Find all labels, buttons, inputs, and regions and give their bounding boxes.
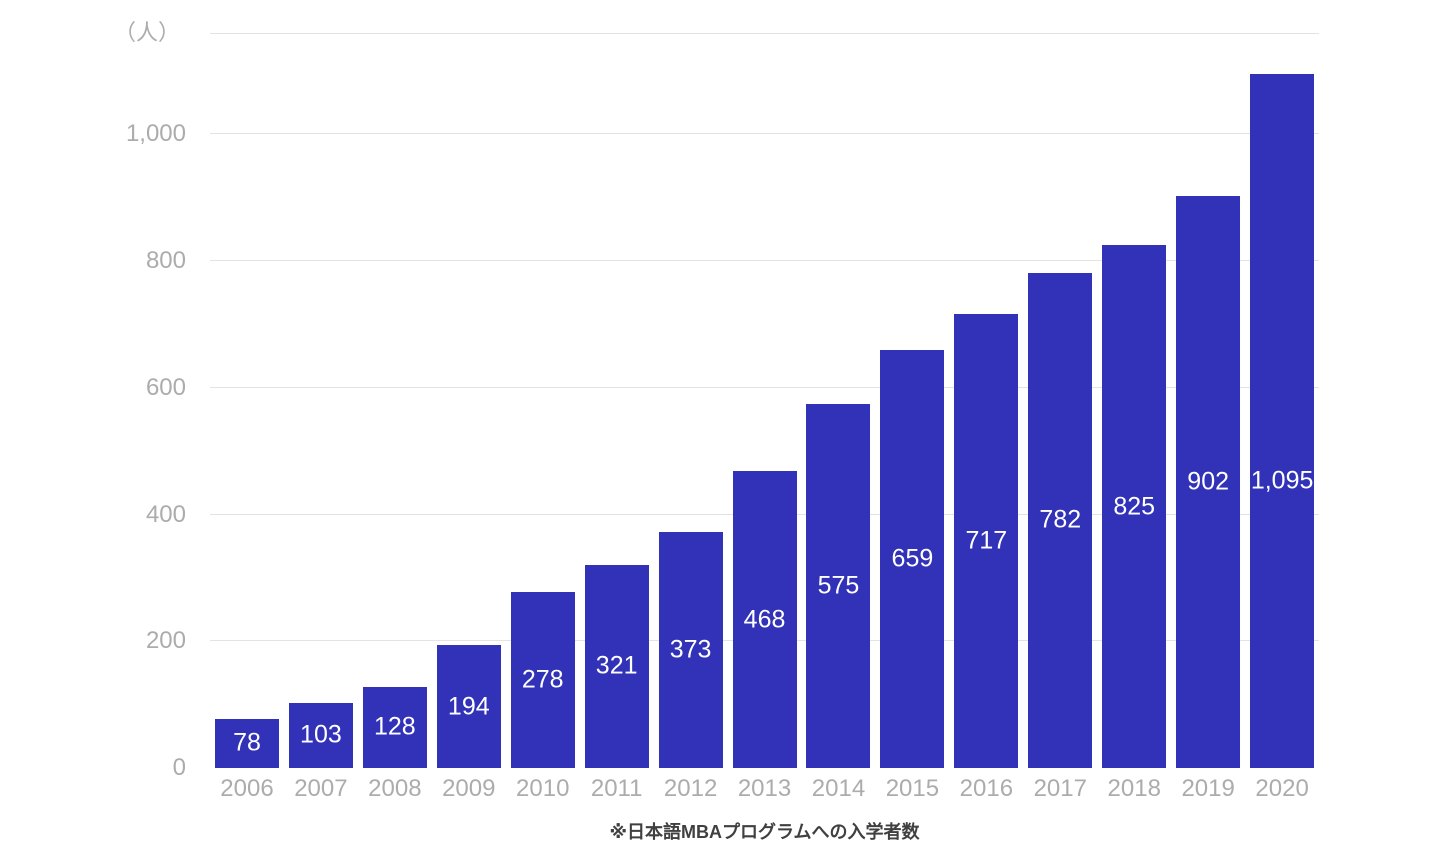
bar-column: 717 2016: [949, 33, 1023, 802]
y-axis-unit-label: （人）: [113, 20, 180, 45]
x-axis-year-label: 2010: [516, 775, 570, 802]
bar-value-label: 902: [1187, 467, 1230, 496]
bar-column: 902 2019: [1171, 33, 1245, 802]
x-axis-year-label: 2016: [959, 775, 1014, 802]
bar-value-label: 782: [1039, 505, 1082, 534]
bar-column: 128 2008: [358, 33, 432, 802]
x-axis-year-label: 2020: [1255, 775, 1309, 802]
gridline: [210, 260, 1319, 262]
bar: 575: [806, 403, 871, 768]
x-axis-year-label: 2012: [663, 775, 718, 802]
y-axis-tick-label: 800: [145, 247, 186, 275]
x-axis-year-label: 2009: [442, 775, 496, 802]
x-axis-year-label: 2018: [1107, 775, 1161, 802]
bar-column: 575 2014: [802, 33, 876, 802]
x-axis-year-label: 2006: [220, 775, 274, 802]
bar-value-label: 128: [373, 712, 416, 741]
bar-value-label: 103: [300, 720, 342, 749]
gridline: [210, 386, 1319, 388]
bar: 1,095: [1250, 74, 1315, 768]
bar: 825: [1102, 245, 1167, 768]
bar-column: 468 2013: [728, 33, 802, 802]
y-axis-tick-label: 200: [145, 627, 186, 655]
x-axis-year-label: 2014: [811, 775, 866, 802]
bar-column: 194 2009: [432, 33, 506, 802]
bar-column: 825 2018: [1097, 33, 1171, 802]
bar-value-label: 825: [1113, 492, 1156, 521]
bar-column: 373 2012: [654, 33, 728, 802]
bar-value-label: 468: [743, 605, 786, 634]
bar: 321: [584, 564, 649, 768]
bars-container: 78 2006 103 2007 128 2008 194 2009 278 2…: [210, 33, 1319, 802]
chart-caption: ※日本語MBAプログラムへの入学者数: [609, 822, 920, 842]
bar: 468: [732, 471, 797, 768]
y-axis-tick-label: 0: [172, 754, 186, 781]
y-axis-tick-label: 600: [145, 373, 186, 401]
bar-value-label: 659: [891, 544, 934, 573]
bar: 782: [1028, 272, 1093, 768]
x-axis-year-label: 2011: [590, 775, 643, 802]
x-axis-year-label: 2013: [737, 775, 792, 802]
bar: 128: [362, 686, 427, 768]
y-axis-tick-label: 400: [145, 500, 186, 528]
x-axis-year-label: 2017: [1033, 775, 1087, 802]
bar: 278: [510, 591, 575, 768]
bar-value-label: 278: [521, 665, 564, 694]
bar: 902: [1176, 196, 1241, 768]
gridline: [210, 133, 1319, 135]
bar-value-label: 373: [669, 635, 712, 664]
x-axis-year-label: 2008: [368, 775, 422, 802]
y-axis-tick-label: 1,000: [125, 120, 186, 148]
plot-area: 78 2006 103 2007 128 2008 194 2009 278 2…: [210, 33, 1319, 802]
bar: 373: [658, 531, 723, 768]
x-axis-year-label: 2015: [885, 775, 940, 802]
x-axis-year-label: 2007: [294, 775, 348, 802]
bar-value-label: 717: [965, 526, 1008, 555]
bar-column: 78 2006: [210, 33, 284, 802]
bar: 659: [880, 350, 945, 768]
bar-value-label: 78: [233, 728, 261, 757]
bar-value-label: 575: [817, 571, 860, 600]
bar-value-label: 194: [447, 692, 490, 721]
y-axis-tick-labels: 0 200 400 600 800 1,000: [0, 33, 186, 780]
bar-column: 1,095 2020: [1245, 33, 1319, 802]
bar: 194: [436, 645, 501, 768]
x-axis-year-label: 2019: [1181, 775, 1235, 802]
bar: 78: [214, 718, 279, 768]
bar-column: 659 2015: [875, 33, 949, 802]
bar-column: 103 2007: [284, 33, 358, 802]
bar-value-label: 321: [595, 651, 638, 680]
bar: 717: [954, 313, 1019, 768]
bar-column: 278 2010: [506, 33, 580, 802]
bar: 103: [288, 702, 353, 768]
bar-column: 782 2017: [1023, 33, 1097, 802]
bar-column: 321 2011: [580, 33, 654, 802]
bar-value-label: 1,095: [1250, 466, 1314, 495]
plot-top-border: [210, 33, 1319, 34]
